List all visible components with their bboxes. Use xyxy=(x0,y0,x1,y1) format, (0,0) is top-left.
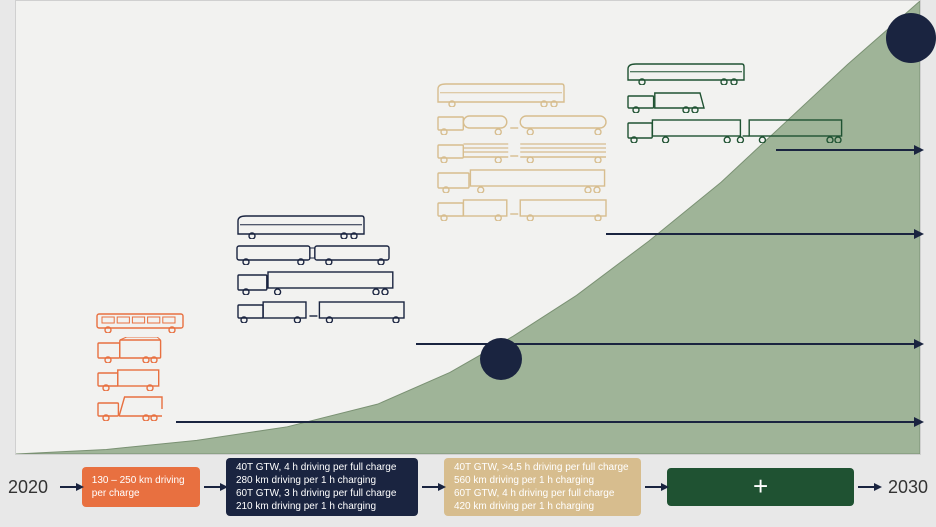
vehicle-dump_truck-icon xyxy=(96,395,164,421)
vehicle-semi_trailer-icon xyxy=(236,269,396,295)
timeline-arrow-icon xyxy=(422,486,440,488)
milestone-circle xyxy=(886,13,936,63)
timeline-box-navy: 40T GTW, 4 h driving per full charge 280… xyxy=(226,458,418,516)
timeline-arrow-icon xyxy=(858,486,876,488)
milestone-circle xyxy=(480,338,522,380)
year-end: 2030 xyxy=(880,477,936,498)
vehicle-garbage_truck-icon xyxy=(96,337,164,363)
vehicle-articulated_bus-icon xyxy=(236,243,391,265)
timeline-arrow-icon xyxy=(645,486,663,488)
vehicle-truck_trailer_pair-icon xyxy=(236,299,406,323)
group-orange xyxy=(96,311,184,421)
box-tan-line3: 60T GTW, 4 h driving per full charge xyxy=(454,487,631,500)
horizontal-arrow xyxy=(176,421,916,423)
vehicle-truck_trailer_pair-icon xyxy=(436,197,608,221)
vehicle-truck_trailer_pair_logs-icon xyxy=(436,139,608,163)
chart-area xyxy=(15,0,921,455)
vehicle-truck_trailer_pair_tanker-icon xyxy=(436,111,608,135)
vehicle-tipper-icon xyxy=(626,89,706,113)
vehicle-box_truck-icon xyxy=(96,367,162,391)
horizontal-arrow xyxy=(606,233,916,235)
box-orange-text: 130 – 250 km driving per charge xyxy=(92,474,190,500)
vehicle-b_double-icon xyxy=(626,117,846,143)
vehicle-coach-icon xyxy=(236,213,366,239)
timeline-box-green: + xyxy=(667,468,854,506)
plus-icon: + xyxy=(753,470,768,504)
group-tan xyxy=(436,81,608,221)
box-navy-line2: 280 km driving per 1 h charging xyxy=(236,474,408,487)
timeline-box-orange: 130 – 250 km driving per charge xyxy=(82,467,200,507)
timeline-arrow-icon xyxy=(60,486,78,488)
box-navy-line1: 40T GTW, 4 h driving per full charge xyxy=(236,461,408,474)
timeline-box-tan: 40T GTW, >4,5 h driving per full charge … xyxy=(444,458,641,516)
horizontal-arrow xyxy=(776,149,916,151)
vehicle-semi_long-icon xyxy=(436,167,608,193)
group-green xyxy=(626,61,846,143)
year-start: 2020 xyxy=(0,477,56,498)
group-navy xyxy=(236,213,406,323)
box-tan-line2: 560 km driving per 1 h charging xyxy=(454,474,631,487)
timeline-arrow-icon xyxy=(204,486,222,488)
box-navy-line4: 210 km driving per 1 h charging xyxy=(236,500,408,513)
vehicle-coach-icon xyxy=(436,81,566,107)
box-tan-line4: 420 km driving per 1 h charging xyxy=(454,500,631,513)
vehicle-coach-icon xyxy=(626,61,746,85)
box-navy-line3: 60T GTW, 3 h driving per full charge xyxy=(236,487,408,500)
vehicle-bus_city-icon xyxy=(96,311,184,333)
timeline: 2020 130 – 250 km driving per charge 40T… xyxy=(0,457,936,517)
box-tan-line1: 40T GTW, >4,5 h driving per full charge xyxy=(454,461,631,474)
